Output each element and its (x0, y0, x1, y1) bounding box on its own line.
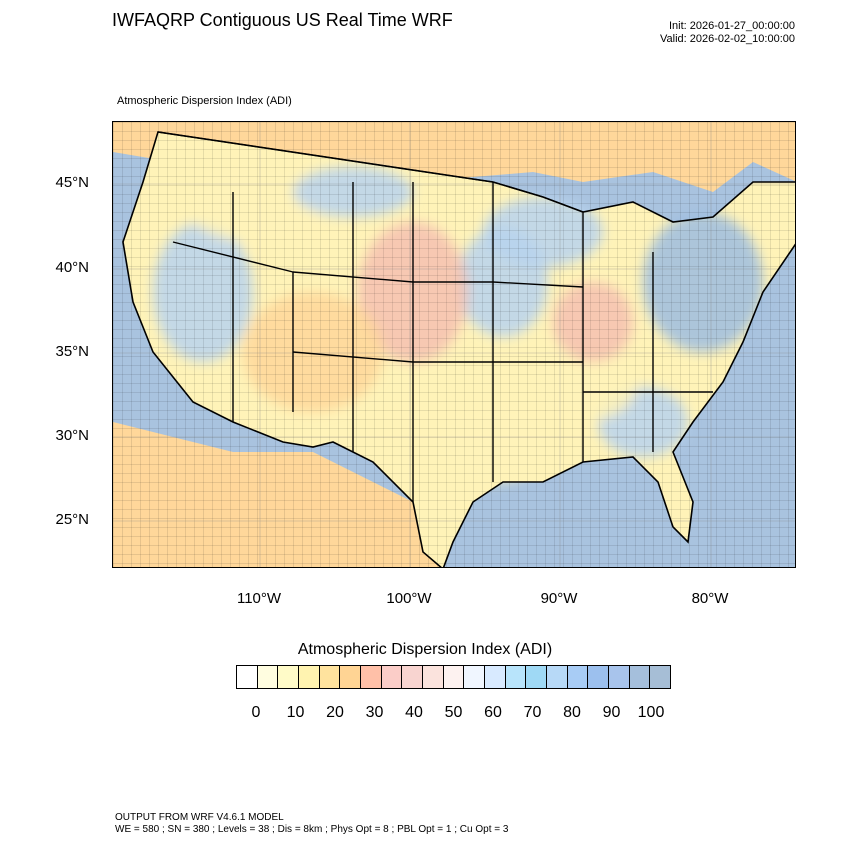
adi-map (112, 121, 796, 568)
colorbar-box (567, 666, 589, 688)
colorbar-box (485, 666, 506, 688)
valid-time: Valid: 2026-02-02_10:00:00 (660, 33, 795, 45)
colorbar-box (588, 666, 610, 688)
colorbar-tick-label: 70 (523, 704, 542, 721)
colorbar-box (629, 666, 651, 688)
model-footer: OUTPUT FROM WRF V4.6.1 MODEL WE = 580 ; … (115, 812, 508, 836)
run-times: Init: 2026-01-27_00:00:00 Valid: 2026-02… (660, 20, 795, 46)
coastline (122, 131, 795, 567)
colorbar-tick-label: 20 (326, 704, 344, 721)
colorbar-tick-label: 0 (251, 704, 261, 721)
lon-label-100: 100°W (386, 590, 432, 607)
colorbar-box (278, 666, 300, 688)
colorbar-box (402, 666, 424, 688)
colorbar-box (361, 666, 382, 688)
map-title: IWFAQRP Contiguous US Real Time WRF (112, 10, 453, 30)
colorbar (236, 665, 671, 689)
colorbar-box (299, 666, 320, 688)
colorbar-box (423, 666, 444, 688)
lon-label-110: 110°W (236, 590, 282, 607)
lat-label-40: 40°N (55, 259, 89, 276)
lat-label-35: 35°N (55, 343, 89, 360)
colorbar-box (319, 666, 341, 688)
lon-label-80: 80°W (691, 590, 729, 607)
colorbar-tick-label: 100 (637, 704, 665, 721)
colorbar-box (464, 666, 486, 688)
colorbar-tick-label: 90 (602, 704, 621, 721)
init-time: Init: 2026-01-27_00:00:00 (669, 20, 795, 32)
colorbar-box (650, 666, 671, 688)
colorbar-tick-label: 50 (444, 704, 463, 721)
colorbar-box (257, 666, 279, 688)
colorbar-box (609, 666, 630, 688)
colorbar-box (526, 666, 548, 688)
colorbar-box (340, 666, 362, 688)
lat-label-30: 30°N (55, 427, 89, 444)
map-canvas (113, 122, 795, 567)
field-label: Atmospheric Dispersion Index (ADI) (117, 95, 292, 107)
footer-line-1: OUTPUT FROM WRF V4.6.1 MODEL (115, 812, 284, 823)
county-lines (113, 122, 795, 567)
colorbar-tick-label: 30 (365, 704, 384, 721)
lat-label-25: 25°N (55, 511, 89, 528)
lon-label-90: 90°W (540, 590, 578, 607)
colorbar-tick-label: 80 (563, 704, 581, 721)
colorbar-box (547, 666, 568, 688)
colorbar-box (443, 666, 465, 688)
colorbar-tick-label: 60 (484, 704, 502, 721)
colorbar-tick-label: 10 (286, 704, 305, 721)
footer-line-2: WE = 580 ; SN = 380 ; Levels = 38 ; Dis … (115, 824, 509, 835)
colorbar-box (505, 666, 527, 688)
colorbar-box (381, 666, 403, 688)
lat-label-45: 45°N (55, 174, 89, 191)
colorbar-box (237, 666, 258, 688)
colorbar-title: Atmospheric Dispersion Index (ADI) (297, 641, 553, 658)
colorbar-tick-label: 40 (405, 704, 423, 721)
